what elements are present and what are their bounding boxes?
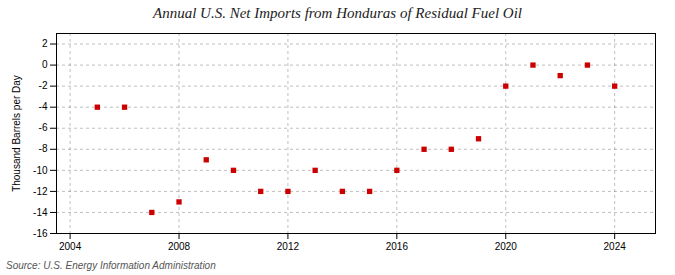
- svg-text:-14: -14: [33, 207, 48, 218]
- svg-text:2004: 2004: [59, 241, 82, 252]
- svg-text:2012: 2012: [277, 241, 300, 252]
- svg-text:2008: 2008: [168, 241, 191, 252]
- svg-text:0: 0: [42, 59, 48, 70]
- svg-text:-10: -10: [33, 165, 48, 176]
- html-text:Annual U.S. Net Imports from H: Annual U.S. Net Imports from Honduras of…: [153, 5, 522, 21]
- svg-text:-12: -12: [33, 186, 48, 197]
- html-text:Source: U.S. Energy Informatio: Source: U.S. Energy Information Administ…: [6, 260, 216, 271]
- svg-text:2016: 2016: [386, 241, 409, 252]
- svg-text:-6: -6: [39, 122, 48, 133]
- svg-text:-4: -4: [39, 101, 48, 112]
- svg-text:2: 2: [42, 38, 48, 49]
- svg-text:2024: 2024: [604, 241, 627, 252]
- svg-text:2020: 2020: [495, 241, 518, 252]
- svg-text:Thousand Barrels per Day: Thousand Barrels per Day: [11, 75, 22, 192]
- svg-text:-2: -2: [39, 80, 48, 91]
- svg-text:-8: -8: [39, 143, 48, 154]
- svg-text:-16: -16: [33, 228, 48, 239]
